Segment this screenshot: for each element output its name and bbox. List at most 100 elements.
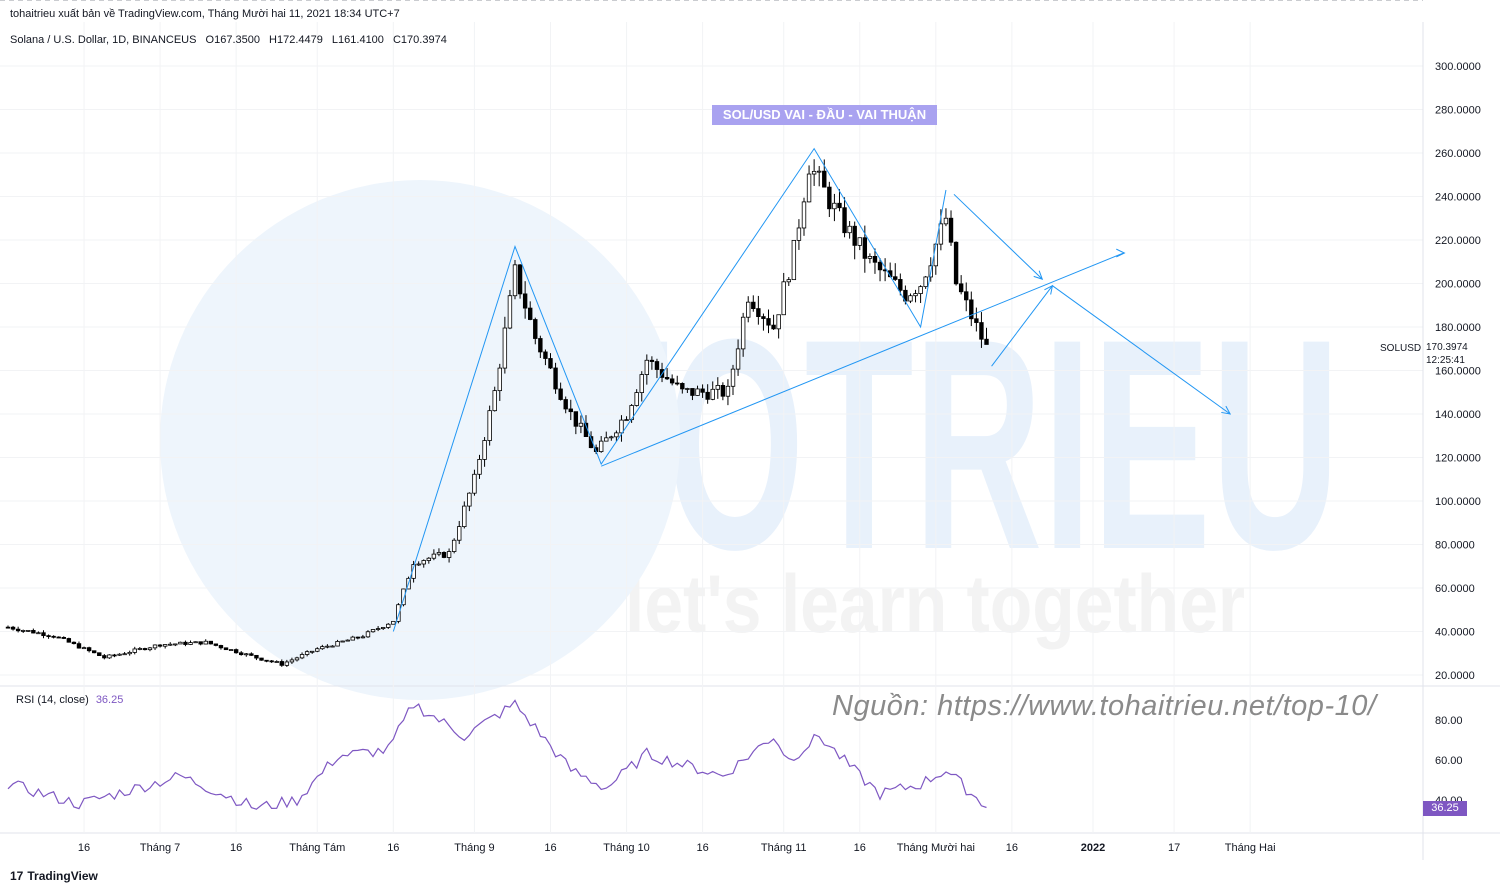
candle: [639, 374, 644, 393]
candle: [472, 473, 477, 494]
candle: [249, 653, 254, 656]
candle: [811, 170, 817, 175]
candle: [898, 279, 903, 291]
candle: [71, 641, 77, 645]
candle: [36, 632, 41, 635]
candle: [330, 645, 335, 648]
candle: [117, 653, 122, 656]
candle: [487, 410, 492, 441]
candle: [548, 358, 553, 369]
candle: [512, 264, 518, 297]
candle: [15, 628, 21, 632]
candle: [740, 316, 746, 350]
candle: [847, 225, 852, 234]
candle: [51, 635, 56, 638]
time-tick-label: Tháng 9: [454, 842, 494, 854]
candle: [264, 659, 269, 662]
time-tick-label: Tháng Tám: [289, 842, 345, 854]
candle: [61, 637, 66, 639]
candle: [46, 635, 51, 638]
rsi-tick-label: 60.00: [1435, 755, 1463, 767]
candle: [817, 170, 822, 173]
candle: [152, 644, 158, 649]
rsi-legend[interactable]: RSI (14, close) 36.25: [16, 694, 123, 706]
candle: [401, 588, 406, 606]
candle: [21, 630, 26, 632]
candle: [441, 552, 447, 558]
price-tick-label: 80.0000: [1435, 540, 1475, 552]
candle: [877, 261, 883, 271]
candle: [244, 653, 249, 656]
candle: [725, 385, 731, 397]
target-arrow-2: [991, 285, 1053, 367]
candle: [193, 641, 198, 644]
candle: [299, 654, 305, 659]
candle: [791, 239, 797, 281]
candle: [751, 301, 756, 309]
candle: [396, 604, 401, 622]
price-tick-label: 260.0000: [1435, 148, 1481, 160]
candle: [31, 629, 36, 634]
open-value: O167.3500: [205, 34, 260, 46]
candle: [97, 652, 102, 656]
target-arrow-1-head: [1033, 270, 1044, 280]
rsi-tick-label: 80.00: [1435, 715, 1463, 727]
candle: [183, 641, 188, 645]
tradingview-brand[interactable]: 17 TradingView: [10, 869, 98, 883]
pattern-title-box[interactable]: SOL/USD VAI - ĐẦU - VAI THUẬN: [712, 105, 937, 125]
candle: [598, 440, 604, 452]
symbol-price-label: SOLUSD: [1380, 343, 1422, 354]
candle: [538, 338, 543, 353]
candle: [355, 636, 361, 639]
candle: [644, 359, 650, 375]
candle: [948, 217, 954, 243]
candle: [710, 388, 715, 400]
rsi-line: [7, 699, 987, 810]
target-arrow-3-head: [1221, 405, 1232, 415]
symbol-label[interactable]: Solana / U.S. Dollar, 1D, BINANCEUS: [10, 34, 197, 46]
candle: [771, 324, 776, 330]
candle: [938, 223, 944, 245]
low-value: L161.4100: [331, 34, 384, 46]
candle: [218, 645, 224, 649]
brand-label: TradingView: [27, 869, 98, 883]
candle: [756, 308, 761, 318]
candle: [517, 264, 523, 295]
candle: [162, 644, 168, 647]
candle: [801, 201, 807, 229]
candle: [451, 539, 457, 552]
candle: [309, 650, 315, 653]
time-tick-label: Tháng 10: [603, 842, 649, 854]
candle: [91, 650, 97, 654]
candle: [649, 359, 655, 362]
time-tick-label: 16: [544, 842, 556, 854]
candle: [776, 314, 781, 330]
candle: [573, 411, 579, 427]
candle: [76, 643, 82, 649]
candle: [634, 392, 639, 406]
candle: [695, 388, 700, 396]
candle: [421, 560, 426, 565]
candle: [335, 641, 340, 647]
candle: [604, 437, 609, 442]
candle: [315, 648, 320, 652]
price-tick-label: 240.0000: [1435, 192, 1481, 204]
time-tick-label: Tháng Hai: [1225, 842, 1276, 854]
candle: [700, 388, 705, 393]
candle: [533, 319, 538, 339]
candle: [953, 241, 959, 285]
neckline-arrow-head: [1116, 248, 1126, 258]
candle: [203, 640, 208, 645]
rsi-legend-label: RSI (14, close): [16, 694, 89, 706]
candle: [908, 295, 913, 302]
time-tick-label: 2022: [1081, 842, 1105, 854]
time-tick-label: Tháng Mười hai: [897, 842, 975, 854]
candle: [568, 408, 573, 413]
time-tick-label: 16: [696, 842, 708, 854]
candle: [796, 227, 802, 241]
candle: [198, 641, 203, 645]
rsi-legend-value: 36.25: [95, 694, 124, 706]
candle: [239, 652, 244, 656]
close-value: C170.3974: [392, 34, 447, 46]
